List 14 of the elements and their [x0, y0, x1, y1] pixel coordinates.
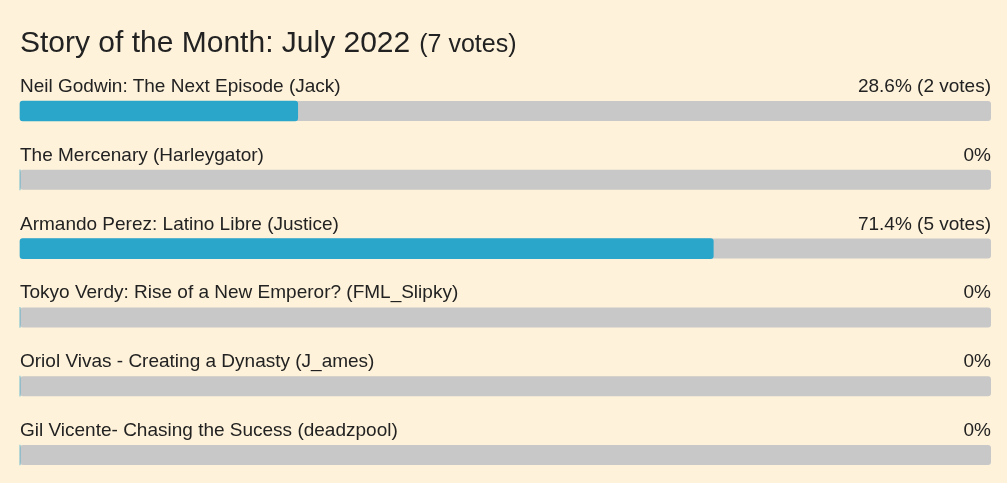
data-label: 0% — [963, 143, 992, 165]
data-label: 71.4% (5 votes) — [857, 212, 991, 234]
data-label: 28.6% (2 votes) — [857, 75, 991, 96]
y-tick-label: Armando Perez: Latino Libre (Justice) — [20, 212, 339, 234]
chart-subtitle: (7 votes) — [419, 29, 517, 57]
y-tick-label: Oriol Vivas - Creating a Dynasty (J_ames) — [20, 350, 375, 373]
y-tick-label: Neil Godwin: The Next Episode (Jack) — [20, 75, 341, 96]
data-label: 0% — [963, 281, 992, 303]
chart-title: Story of the Month: July 2022 — [20, 25, 411, 58]
y-tick-label: The Mercenary (Harleygator) — [20, 143, 264, 165]
y-tick-label: Gil Vicente- Chasing the Sucess (deadzpool) — [20, 419, 398, 440]
data-label: 0% — [963, 350, 992, 372]
y-tick-label: Tokyo Verdy: Rise of a New Emperor? (FML_Slipky) — [20, 281, 459, 304]
data-label: 0% — [963, 419, 992, 440]
